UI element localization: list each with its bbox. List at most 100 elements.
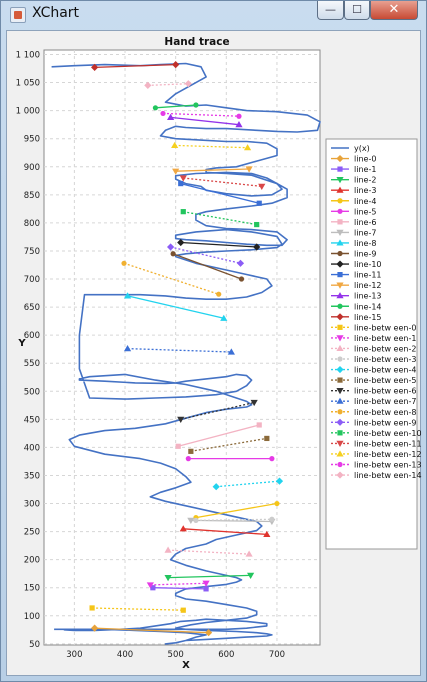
legend-label: line-betw een-3 [354,355,416,364]
legend-marker [337,272,343,278]
legend-marker [337,377,343,383]
series-line-8 [123,292,228,321]
y-tick-label: 650 [24,303,40,313]
legend-item: line-betw een-7 [331,397,416,406]
series-point [256,422,262,428]
legend-item: line-1 [331,165,376,174]
series-point [180,607,186,613]
legend-label: line-6 [354,218,376,227]
legend-marker [336,335,344,342]
series-line-between-14 [144,80,192,89]
series-point [175,443,181,449]
series-point [144,81,152,89]
legend-marker [337,198,343,204]
series-line-between-9 [167,243,245,267]
series-line [123,262,219,295]
legend-item: line-13 [331,292,382,301]
series-point [236,259,245,267]
legend-label: line-betw een-7 [354,397,416,406]
series-line-between-2 [164,546,253,557]
legend-label: line-4 [354,197,376,206]
legend-label: line-10 [354,260,382,269]
legend-label: line-3 [354,186,376,195]
y-tick-label: 950 [24,135,40,145]
x-tick-label: 300 [66,650,82,660]
legend-item: line-11 [331,271,382,280]
legend-marker [336,282,344,289]
legend-label: line-14 [354,302,382,311]
series-point [164,546,172,553]
legend-marker [336,418,344,426]
legend-label: line-betw een-4 [354,366,416,375]
legend-item: line-3 [331,186,376,195]
y-tick-label: 50 [29,640,40,650]
series-point [247,572,255,579]
legend-label: line-betw een-12 [354,450,422,459]
series-point [253,243,261,251]
legend-label: line-betw een-2 [354,344,416,353]
legend-item: line-5 [331,207,376,216]
series-line [150,582,207,586]
series-point [121,260,127,266]
y-tick-label: 150 [24,584,40,594]
series-point [256,200,262,206]
minimize-button[interactable]: — [317,1,344,20]
series-point [123,345,132,352]
title-bar[interactable]: XChart — ☐ ✕ [1,1,426,31]
legend-label: line-12 [354,281,382,290]
series-line-5 [185,456,275,462]
series-line-between-11 [179,175,266,191]
legend-label: line-betw een-11 [354,439,422,448]
series-line [94,627,209,634]
series-line-15 [91,60,180,72]
series-point [212,483,220,491]
series-line [183,211,257,226]
series-line-3 [179,525,271,538]
maximize-button[interactable]: ☐ [344,1,370,20]
series-line-between-1 [146,580,210,589]
series-line [183,177,262,188]
legend-label: line-betw een-13 [354,461,422,470]
series-line-1 [150,585,209,592]
legend-item: line-betw een-11 [331,439,422,448]
series-line [94,63,176,69]
legend-label: line-betw een-5 [354,376,416,385]
legend-label: line-betw een-14 [354,471,422,480]
series-point [236,113,242,119]
series-point [245,166,253,173]
legend-label: line-betw een-8 [354,408,416,417]
series-point [238,276,245,282]
series-point [172,60,180,69]
y-tick-label: 1 050 [16,79,40,89]
legend-label: line-9 [354,250,376,259]
series-point [202,580,210,587]
legend-marker [337,250,343,257]
series-line [195,502,278,519]
series-line [175,168,250,172]
series-line [147,83,189,87]
series-line-14 [152,102,199,111]
series-point [204,629,213,637]
x-tick-label: 600 [218,650,234,660]
legend-marker [337,219,343,225]
series-line [170,116,240,126]
legend-marker [337,356,343,362]
legend-label: line-betw een-1 [354,334,416,343]
legend-marker [337,166,343,172]
series-line [92,607,184,611]
legend-marker [336,186,344,193]
series-point [269,456,275,462]
x-tick-label: 400 [117,650,133,660]
series-line-between-5 [188,435,270,454]
legend-item: line-4 [331,197,376,206]
series-line-9 [170,251,245,282]
legend-item: line-betw een-10 [331,429,422,438]
series-point [180,209,186,215]
legend-item: line-15 [331,313,382,322]
legend-item: line-betw een-2 [331,344,416,353]
series-point [274,500,280,507]
y-tick-label: 100 [24,612,40,622]
close-button[interactable]: ✕ [370,1,418,20]
series-point [171,141,179,149]
